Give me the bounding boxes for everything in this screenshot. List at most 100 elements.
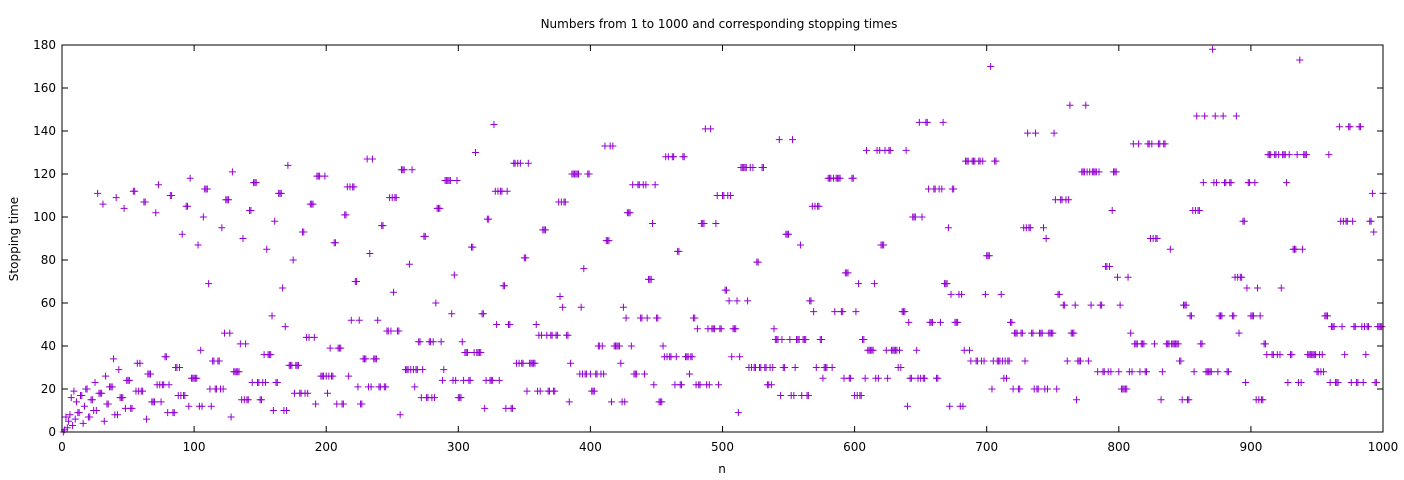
data-point <box>294 361 302 369</box>
data-point <box>934 374 942 382</box>
data-point <box>1073 396 1081 404</box>
data-point <box>268 312 276 320</box>
data-point <box>457 394 465 402</box>
data-point <box>181 391 189 399</box>
y-tick-label: 0 <box>48 425 56 439</box>
data-point <box>345 372 353 380</box>
data-point <box>1185 396 1193 404</box>
data-point <box>154 181 162 189</box>
data-point <box>283 407 291 414</box>
data-point <box>1250 312 1258 320</box>
data-point <box>506 321 514 328</box>
data-point <box>1187 312 1195 320</box>
data-point <box>490 121 498 129</box>
data-point <box>1029 329 1037 337</box>
data-point <box>1324 312 1332 320</box>
data-point <box>382 383 390 391</box>
data-point <box>1297 379 1305 387</box>
data-point <box>577 303 585 311</box>
data-point <box>63 424 71 432</box>
data-point <box>907 374 915 382</box>
data-point <box>621 398 629 406</box>
data-point <box>157 398 165 406</box>
x-tick-label: 200 <box>315 440 338 454</box>
data-point <box>331 239 339 247</box>
data-point <box>466 376 474 384</box>
data-point <box>1259 396 1267 404</box>
data-point <box>1082 101 1090 109</box>
x-tick-label: 900 <box>1239 440 1262 454</box>
data-point <box>353 278 361 285</box>
data-point <box>1298 245 1306 253</box>
data-point <box>436 204 444 212</box>
data-point <box>818 336 826 344</box>
data-point <box>326 344 334 352</box>
data-point <box>1367 217 1375 225</box>
data-point <box>279 284 287 292</box>
data-point <box>886 146 894 154</box>
data-point <box>1235 329 1243 337</box>
data-point <box>1087 301 1095 309</box>
data-point <box>1232 112 1240 120</box>
data-point <box>532 321 540 328</box>
data-point <box>609 142 617 150</box>
data-point <box>215 357 223 365</box>
data-point <box>71 415 79 423</box>
data-point <box>1034 385 1042 393</box>
data-point <box>1123 385 1131 393</box>
data-point <box>235 368 243 376</box>
data-point <box>387 327 395 335</box>
data-point <box>911 213 919 221</box>
data-point <box>551 387 559 395</box>
data-point <box>1032 129 1040 137</box>
data-point <box>947 290 955 298</box>
data-point <box>567 359 575 367</box>
data-point <box>242 340 250 348</box>
data-point <box>119 394 127 402</box>
data-point <box>1283 179 1291 187</box>
data-point <box>1302 151 1310 159</box>
data-point <box>642 181 650 189</box>
x-tick-label: 700 <box>975 440 998 454</box>
data-point <box>1071 301 1079 309</box>
data-point <box>1070 329 1078 337</box>
data-point <box>203 185 211 193</box>
data-point <box>62 413 70 421</box>
data-point <box>1003 374 1011 382</box>
y-tick-label: 160 <box>33 81 56 95</box>
data-point <box>946 402 954 410</box>
data-point <box>70 387 78 395</box>
data-point <box>1251 179 1259 187</box>
data-point <box>136 359 144 367</box>
data-point <box>207 402 215 410</box>
data-point <box>321 172 329 180</box>
data-point <box>1026 224 1034 232</box>
data-point <box>91 379 99 387</box>
data-point <box>1143 368 1151 376</box>
y-tick-label: 120 <box>33 167 56 181</box>
data-point <box>641 370 649 378</box>
data-point <box>722 286 730 294</box>
data-point <box>324 389 332 397</box>
data-point <box>120 204 128 212</box>
data-point <box>608 398 616 406</box>
data-point <box>66 411 74 419</box>
data-point <box>959 402 967 410</box>
data-point <box>395 327 403 335</box>
data-point <box>98 389 106 397</box>
data-point <box>205 280 213 288</box>
data-point <box>432 299 440 307</box>
data-point <box>980 357 988 365</box>
data-point <box>1112 168 1120 176</box>
data-point <box>1285 151 1293 159</box>
data-point <box>150 398 158 406</box>
data-point <box>310 333 318 341</box>
data-point <box>874 374 882 382</box>
data-point <box>1195 207 1203 215</box>
data-point <box>901 308 909 316</box>
data-point <box>705 381 713 389</box>
x-tick-label: 400 <box>579 440 602 454</box>
data-point <box>1199 179 1207 187</box>
data-point <box>954 318 962 326</box>
